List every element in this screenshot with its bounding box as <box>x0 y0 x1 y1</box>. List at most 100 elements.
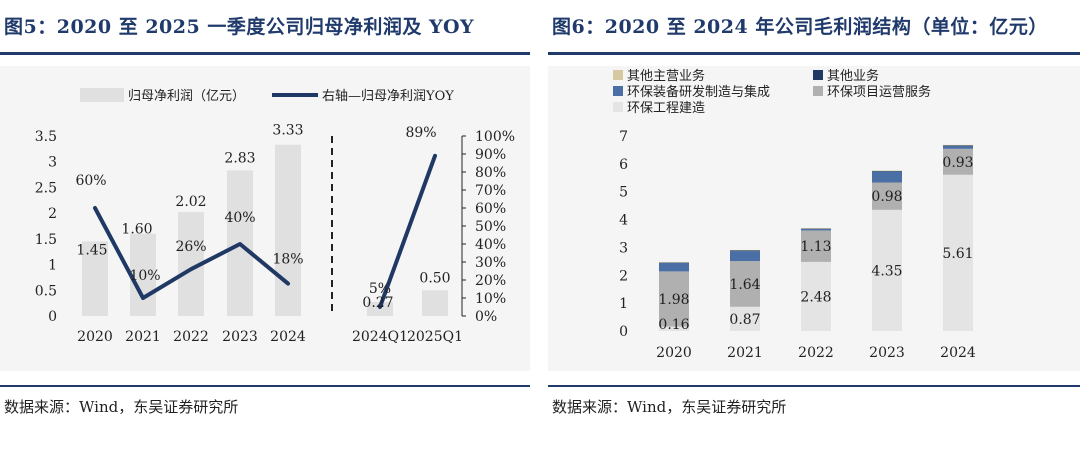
net-profit-value-label: 0.27 <box>362 295 393 311</box>
stacked-segment <box>801 228 831 230</box>
legend-line-label: 右轴—归母净利润YOY <box>322 89 454 104</box>
stacked-value-label: 0.16 <box>658 317 689 333</box>
stacked-segment <box>872 171 902 183</box>
stacked-value-label: 1.98 <box>658 292 689 308</box>
stacked-value-label: 0.93 <box>942 155 973 171</box>
stacked-legend-label: 环保项目运营服务 <box>827 84 931 100</box>
stacked-segment <box>943 174 973 331</box>
stacked-legend-swatch <box>813 86 823 96</box>
net-profit-value-label: 0.50 <box>419 270 450 286</box>
stacked-legend-label: 其他业务 <box>827 68 879 84</box>
stacked-y-tick-label: 4 <box>619 213 628 229</box>
right-y-tick-label: 50% <box>475 219 506 235</box>
legend-bar-label: 归母净利润（亿元） <box>128 89 245 104</box>
stacked-segment <box>872 209 902 331</box>
stacked-segment <box>659 262 689 263</box>
yoy-value-label: 40% <box>224 210 255 226</box>
left-source-rule <box>0 385 530 387</box>
stacked-segment <box>801 261 831 331</box>
stacked-segment <box>730 306 760 331</box>
right-y-tick-label: 10% <box>475 291 506 307</box>
stacked-segment <box>872 170 902 172</box>
stacked-value-label: 1.64 <box>729 277 760 293</box>
stacked-legend-swatch <box>813 70 823 80</box>
yoy-value-label: 10% <box>129 268 160 284</box>
yoy-value-label: 60% <box>75 173 106 189</box>
stacked-y-tick-label: 2 <box>619 268 628 284</box>
stacked-x-category-label: 2020 <box>656 345 692 361</box>
left-source-note: 数据来源：Wind，东吴证券研究所 <box>4 398 239 416</box>
net-profit-bar <box>275 144 301 316</box>
right-y-tick-label: 40% <box>475 237 506 253</box>
left-title-rule <box>0 52 530 55</box>
x-category-label: 2025Q1 <box>407 329 463 345</box>
x-category-label: 2023 <box>222 329 258 345</box>
net-profit-bar <box>367 302 393 316</box>
right-y-tick-label: 70% <box>475 183 506 199</box>
net-profit-value-label: 2.83 <box>224 150 255 166</box>
stacked-segment <box>943 148 973 175</box>
stacked-segment <box>730 261 760 307</box>
left-y-tick-label: 3 <box>48 155 57 171</box>
net-profit-value-label: 2.02 <box>175 194 206 210</box>
left-y-tick-label: 0 <box>48 309 57 325</box>
yoy-value-label: 5% <box>369 281 391 297</box>
right-y-tick-label: 100% <box>475 129 515 145</box>
right-figure-panel: 图6：2020 至 2024 年公司毛利润结构（单位：亿元） 0 1 2 3 4 5 6 7 2… <box>548 0 1080 452</box>
stacked-segment <box>659 271 689 327</box>
stacked-segment <box>801 230 831 262</box>
right-source-rule <box>548 385 1080 387</box>
net-profit-value-label: 3.33 <box>272 123 303 139</box>
right-chart: 0 1 2 3 4 5 6 7 2020 2021 2022 2023 2024 0.16 0.87 2.48… <box>613 68 976 361</box>
stacked-segment <box>659 326 689 331</box>
stacked-segment <box>943 144 973 146</box>
yoy-line-segment <box>378 153 437 309</box>
stacked-segment <box>801 228 831 229</box>
stacked-x-category-label: 2021 <box>727 345 763 361</box>
stacked-x-category-label: 2023 <box>869 345 905 361</box>
stacked-legend-swatch <box>613 70 623 80</box>
left-y-tick-label: 1.5 <box>35 232 57 248</box>
stacked-value-label: 4.35 <box>871 263 902 279</box>
stacked-y-tick-label: 5 <box>619 185 628 201</box>
net-profit-bar <box>82 241 108 316</box>
stacked-y-tick-label: 3 <box>619 240 628 256</box>
left-y-tick-label: 0.5 <box>35 283 57 299</box>
stacked-value-label: 1.13 <box>800 239 831 255</box>
yoy-value-label: 89% <box>405 125 436 141</box>
stacked-segment <box>943 145 973 147</box>
stacked-x-category-label: 2024 <box>940 345 976 361</box>
x-category-label: 2021 <box>125 329 161 345</box>
stacked-segment <box>730 251 760 262</box>
left-figure-title: 图5：2020 至 2025 一季度公司归母净利润及 YOY <box>4 16 475 38</box>
stacked-y-tick-label: 7 <box>619 129 628 145</box>
x-category-label: 2024Q1 <box>352 329 408 345</box>
left-y-tick-label: 2 <box>48 206 57 222</box>
yoy-value-label: 26% <box>175 239 206 255</box>
net-profit-bar <box>130 233 156 316</box>
net-profit-value-label: 1.45 <box>76 242 107 258</box>
yoy-value-label: 18% <box>272 252 303 268</box>
stacked-legend-swatch <box>613 86 623 96</box>
stacked-legend-label: 环保工程建造 <box>627 101 705 116</box>
stacked-legend-label: 其他主营业务 <box>627 68 705 84</box>
left-y-tick-label: 3.5 <box>35 129 57 145</box>
right-figure-title: 图6：2020 至 2024 年公司毛利润结构（单位：亿元） <box>552 16 1048 38</box>
left-y-tick-label: 1 <box>48 258 57 274</box>
stacked-y-tick-label: 0 <box>619 324 628 340</box>
right-y-tick-label: 90% <box>475 147 506 163</box>
left-chart: 0 0.5 1 1.5 2 2.5 3 3.5 0% 10% 20% 30% 40% 50% 60% 70% 8… <box>35 88 515 345</box>
stacked-segment <box>659 263 689 272</box>
right-y-tick-label: 80% <box>475 165 506 181</box>
legend-bar-swatch <box>80 88 124 102</box>
stacked-legend-swatch <box>613 102 623 112</box>
stacked-segment <box>730 250 760 252</box>
stacked-value-label: 2.48 <box>800 289 831 305</box>
right-source-note: 数据来源：Wind，东吴证券研究所 <box>552 398 787 416</box>
right-y-tick-label: 20% <box>475 273 506 289</box>
stacked-x-category-label: 2022 <box>798 345 834 361</box>
stacked-segment <box>659 262 689 264</box>
stacked-value-label: 5.61 <box>942 246 973 262</box>
net-profit-value-label: 1.60 <box>121 222 152 238</box>
yoy-line-segment <box>93 206 290 300</box>
